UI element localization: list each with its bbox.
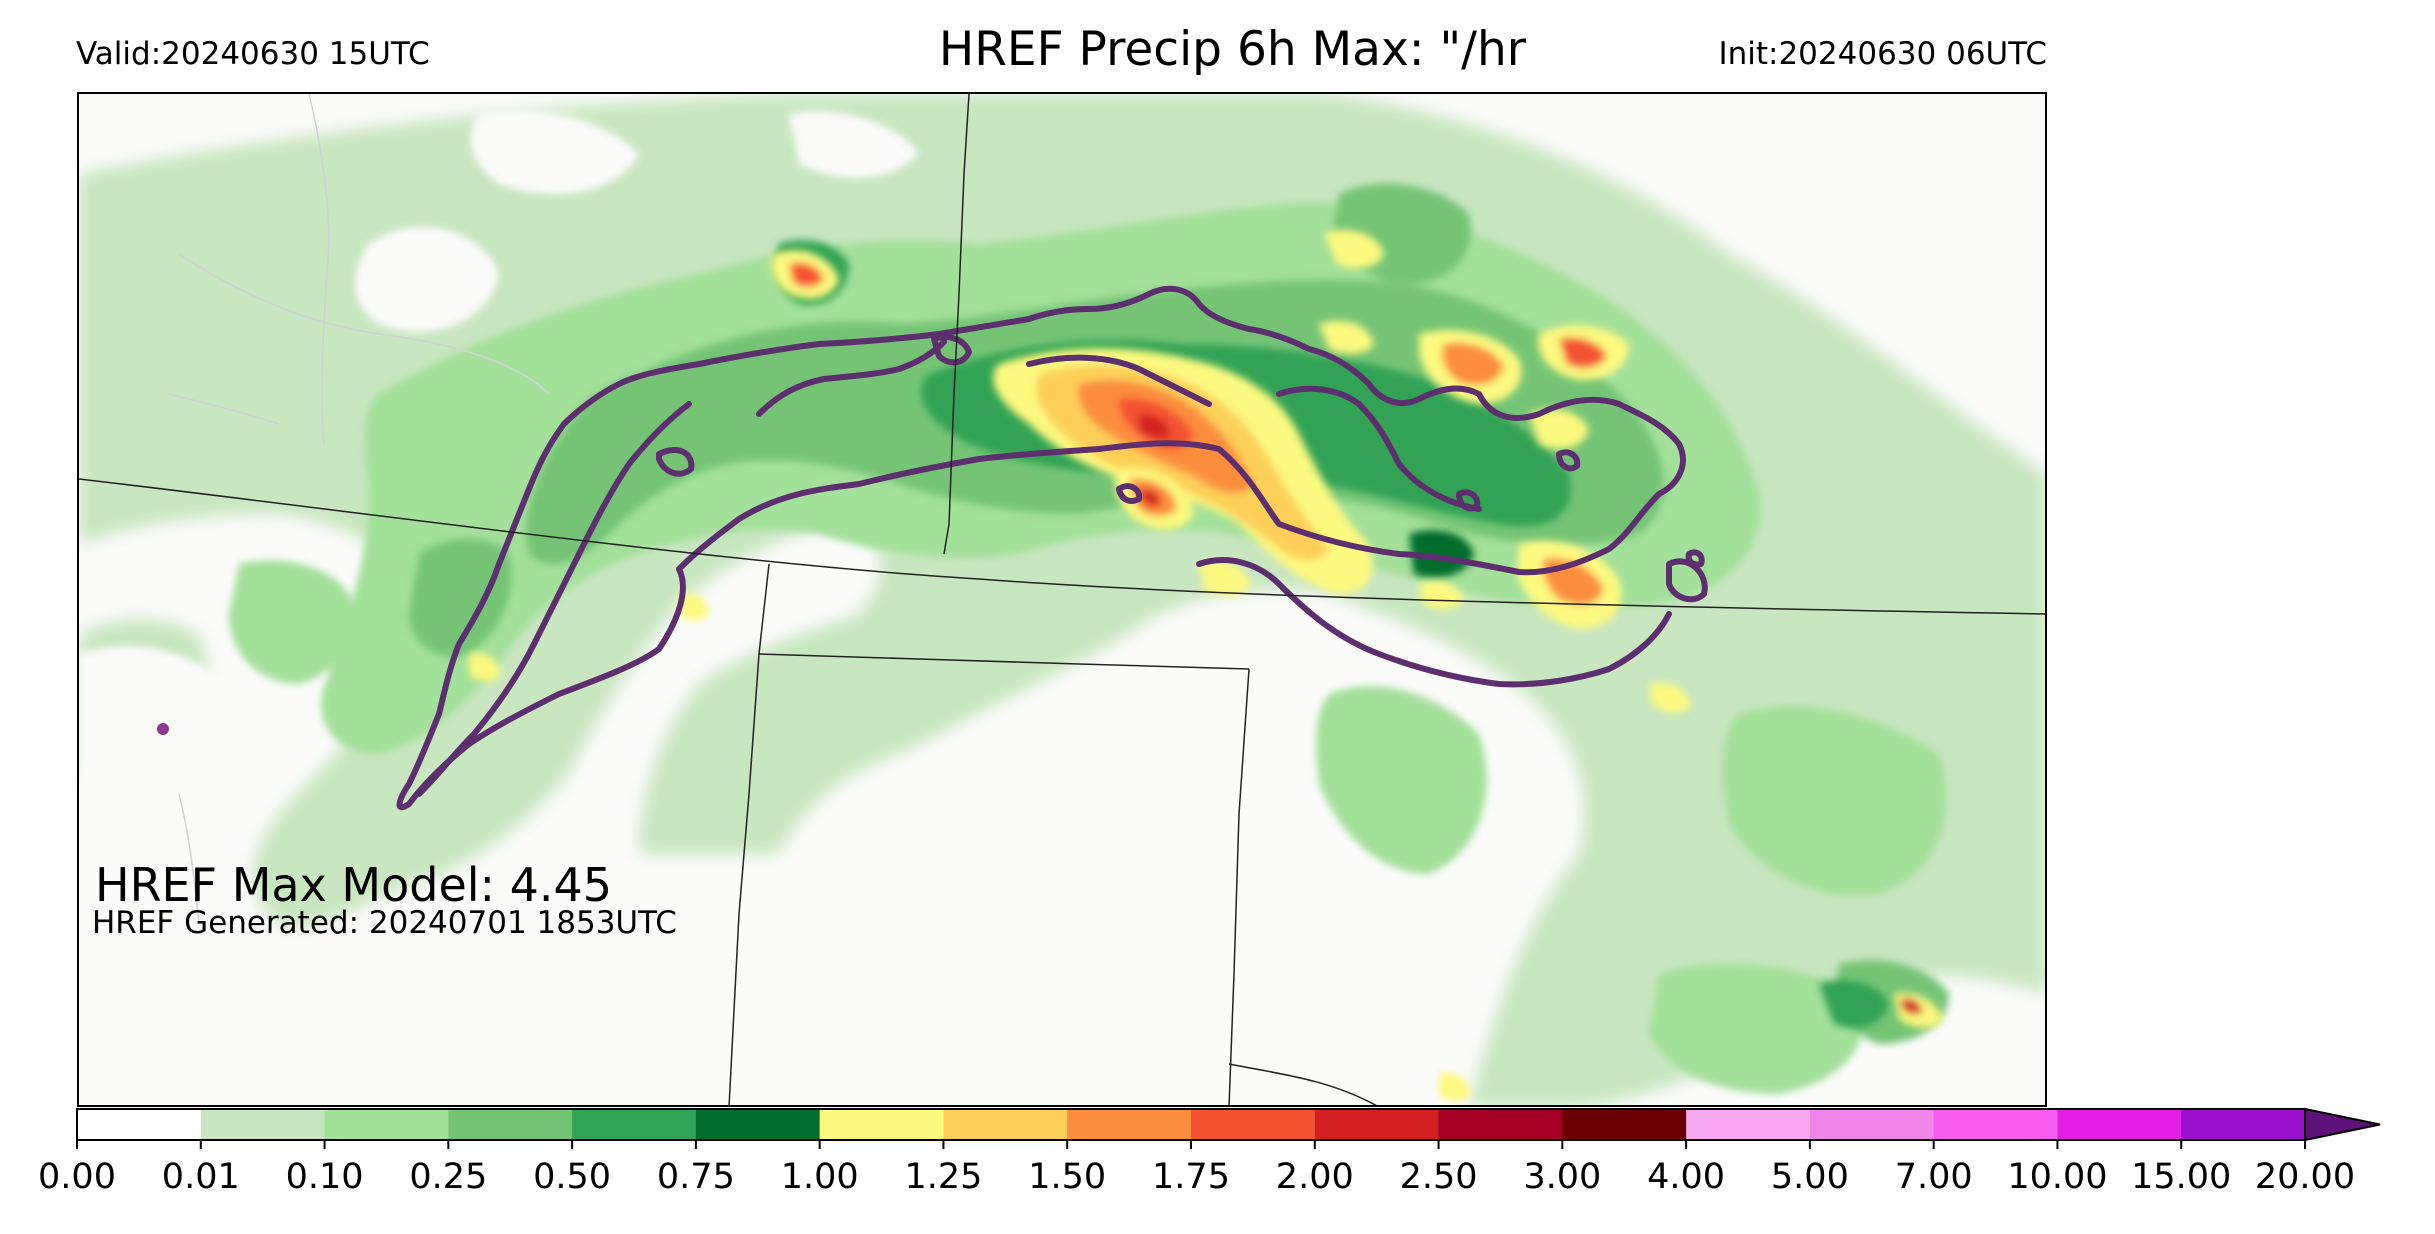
colorbar-cell bbox=[943, 1109, 1068, 1140]
max-model-label: HREF Max Model: 4.45 bbox=[95, 858, 613, 912]
generated-time-label: HREF Generated: 20240701 1853UTC bbox=[92, 905, 677, 941]
county-lines bbox=[168, 94, 550, 925]
colorbar-tick-label: 20.00 bbox=[2255, 1157, 2355, 1197]
colorbar-tick-label: 1.75 bbox=[1152, 1157, 1230, 1197]
colorbar-cell bbox=[1933, 1109, 2058, 1140]
colorbar-cell bbox=[1314, 1109, 1440, 1140]
colorbar-tick-label: 1.25 bbox=[904, 1157, 982, 1197]
colorbar-tick-label: 5.00 bbox=[1771, 1157, 1849, 1197]
colorbar-tick-label: 0.75 bbox=[657, 1157, 735, 1197]
colorbar-cell bbox=[1562, 1109, 1687, 1140]
colorbar-tick-label: 0.25 bbox=[409, 1157, 487, 1197]
colorbar-cell bbox=[77, 1109, 202, 1140]
colorbar-tick-label: 0.10 bbox=[286, 1157, 364, 1197]
precip-map-panel bbox=[77, 92, 2047, 1107]
colorbar-tick-label: 0.01 bbox=[162, 1157, 240, 1197]
colorbar-tick-label: 0.50 bbox=[533, 1157, 611, 1197]
colorbar-cell bbox=[2057, 1109, 2182, 1140]
state-borders bbox=[79, 94, 2045, 1105]
colorbar-tick-label: 0.00 bbox=[38, 1157, 116, 1197]
dry-areas bbox=[79, 110, 919, 994]
colorbar-cell bbox=[1686, 1109, 1811, 1140]
precip-map bbox=[79, 94, 2045, 1105]
colorbar-tick-label: 2.50 bbox=[1400, 1157, 1478, 1197]
colorbar-cell bbox=[2181, 1109, 2306, 1140]
colorbar-cell bbox=[1067, 1109, 1192, 1140]
colorbar-tick-label: 7.00 bbox=[1895, 1157, 1973, 1197]
colorbar-extend-arrow bbox=[2304, 1107, 2381, 1142]
precip-speck bbox=[157, 723, 169, 735]
colorbar-cell bbox=[695, 1109, 821, 1140]
colorbar-cell bbox=[448, 1109, 573, 1140]
colorbar-cell bbox=[200, 1109, 326, 1140]
colorbar-cell bbox=[1191, 1109, 1316, 1140]
colorbar-tick-label: 1.50 bbox=[1028, 1157, 1106, 1197]
colorbar-tick-label: 3.00 bbox=[1523, 1157, 1601, 1197]
colorbar-cell bbox=[324, 1109, 449, 1140]
colorbar-cell bbox=[1438, 1109, 1563, 1140]
colorbar-tick-label: 2.00 bbox=[1276, 1157, 1354, 1197]
valid-time-label: Valid:20240630 15UTC bbox=[76, 36, 430, 72]
colorbar-cell bbox=[819, 1109, 944, 1140]
colorbar-cell bbox=[1809, 1109, 1935, 1140]
chart-title: HREF Precip 6h Max: "/hr bbox=[938, 22, 1527, 77]
colorbar-tick-label: 1.00 bbox=[781, 1157, 859, 1197]
colorbar-cell bbox=[572, 1109, 697, 1140]
ffg-contours bbox=[396, 285, 1708, 811]
colorbar-tick-label: 4.00 bbox=[1647, 1157, 1725, 1197]
colorbar-tick-label: 10.00 bbox=[2007, 1157, 2107, 1197]
init-time-label: Init:20240630 06UTC bbox=[1718, 36, 2047, 72]
colorbar-tick-label: 15.00 bbox=[2131, 1157, 2231, 1197]
